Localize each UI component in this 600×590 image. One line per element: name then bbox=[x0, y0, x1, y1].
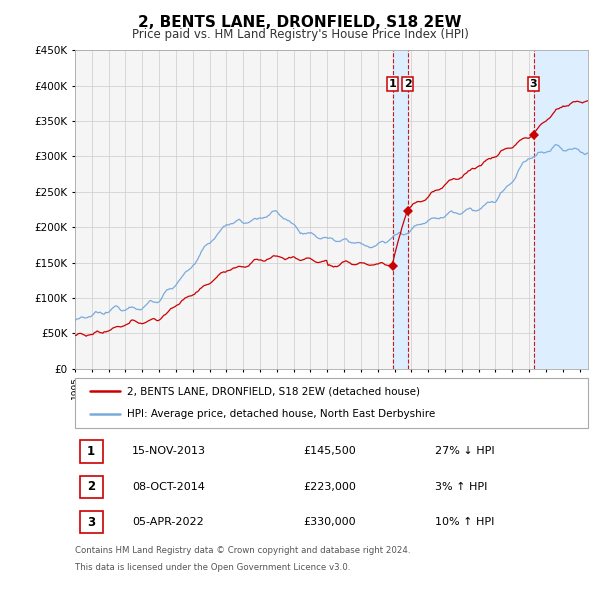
Text: 2, BENTS LANE, DRONFIELD, S18 2EW: 2, BENTS LANE, DRONFIELD, S18 2EW bbox=[138, 15, 462, 30]
Text: 05-APR-2022: 05-APR-2022 bbox=[132, 517, 204, 527]
Text: HPI: Average price, detached house, North East Derbyshire: HPI: Average price, detached house, Nort… bbox=[127, 409, 436, 419]
Text: This data is licensed under the Open Government Licence v3.0.: This data is licensed under the Open Gov… bbox=[75, 563, 350, 572]
Text: 3: 3 bbox=[530, 78, 538, 88]
Text: 2: 2 bbox=[404, 78, 412, 88]
Text: 27% ↓ HPI: 27% ↓ HPI bbox=[435, 447, 494, 456]
Text: Contains HM Land Registry data © Crown copyright and database right 2024.: Contains HM Land Registry data © Crown c… bbox=[75, 546, 410, 555]
Text: 15-NOV-2013: 15-NOV-2013 bbox=[132, 447, 206, 456]
Text: Price paid vs. HM Land Registry's House Price Index (HPI): Price paid vs. HM Land Registry's House … bbox=[131, 28, 469, 41]
Text: £223,000: £223,000 bbox=[303, 482, 356, 491]
Bar bbox=[533, 50, 588, 369]
Text: 2: 2 bbox=[87, 480, 95, 493]
Text: 2, BENTS LANE, DRONFIELD, S18 2EW (detached house): 2, BENTS LANE, DRONFIELD, S18 2EW (detac… bbox=[127, 386, 420, 396]
Text: 10% ↑ HPI: 10% ↑ HPI bbox=[435, 517, 494, 527]
Text: £145,500: £145,500 bbox=[303, 447, 356, 456]
Text: £330,000: £330,000 bbox=[303, 517, 356, 527]
Text: 08-OCT-2014: 08-OCT-2014 bbox=[132, 482, 205, 491]
Text: 1: 1 bbox=[389, 78, 397, 88]
Text: 1: 1 bbox=[87, 445, 95, 458]
Bar bbox=[392, 50, 407, 369]
Text: 3% ↑ HPI: 3% ↑ HPI bbox=[435, 482, 487, 491]
Text: 3: 3 bbox=[87, 516, 95, 529]
